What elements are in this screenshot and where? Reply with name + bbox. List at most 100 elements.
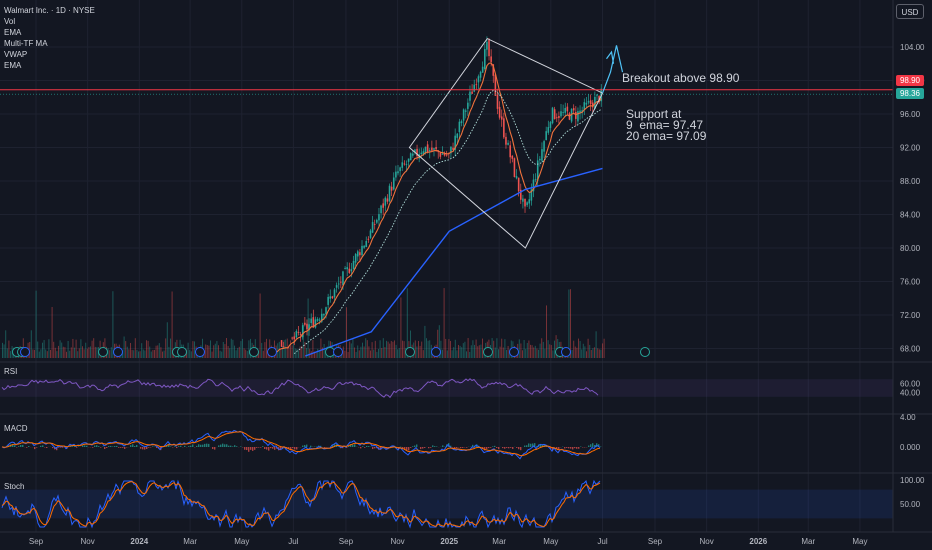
macd-histogram-bar	[232, 446, 234, 447]
macd-histogram-bar	[296, 447, 298, 450]
candle-body	[395, 171, 397, 178]
volume-bar	[347, 351, 349, 358]
volume-bar	[112, 291, 114, 358]
candle-body	[458, 121, 461, 133]
macd-histogram-bar	[262, 446, 264, 447]
volume-bar	[160, 347, 162, 358]
macd-histogram-bar	[170, 446, 172, 447]
volume-bar	[344, 350, 346, 358]
macd-histogram-bar	[496, 447, 498, 448]
volume-bar	[82, 346, 83, 358]
macd-histogram-bar	[226, 444, 228, 447]
volume-bar	[245, 349, 247, 358]
ema-fast-line	[272, 62, 602, 355]
candle-body	[591, 102, 594, 108]
volume-bar	[370, 350, 371, 358]
volume-bar	[320, 338, 322, 358]
volume-bar	[110, 347, 112, 358]
volume-bar	[131, 349, 133, 358]
candle-body	[426, 144, 429, 153]
stoch-pane	[0, 479, 893, 529]
candle-body	[340, 281, 342, 283]
candle-body	[333, 289, 336, 298]
indicator-ema-2[interactable]: EMA	[4, 61, 22, 70]
volume-bar	[531, 345, 533, 358]
macd-histogram-bar	[122, 447, 124, 448]
price-tick-label: 92.00	[900, 144, 921, 153]
volume-bar	[418, 340, 419, 358]
volume-bar	[482, 338, 483, 358]
volume-bar	[504, 339, 506, 358]
volume-bar	[293, 340, 295, 358]
macd-histogram-bar	[280, 447, 282, 451]
macd-histogram-bar	[342, 447, 344, 449]
macd-histogram-bar	[118, 447, 120, 448]
macd-histogram-bar	[410, 447, 412, 448]
macd-histogram-bar	[72, 446, 74, 447]
macd-histogram-bar	[588, 445, 590, 447]
macd-histogram-bar	[310, 445, 312, 447]
volume-bar	[62, 346, 64, 358]
candle-body	[475, 84, 478, 86]
macd-histogram-bar	[144, 447, 146, 450]
candle-body	[539, 158, 541, 161]
volume-bar	[416, 346, 418, 358]
stoch-label[interactable]: Stoch	[4, 482, 25, 491]
candle-body	[566, 106, 569, 112]
macd-histogram-bar	[320, 445, 322, 447]
candle-body	[532, 179, 535, 192]
volume-bar	[586, 351, 587, 358]
candle-body	[295, 331, 298, 338]
volume-bar	[149, 346, 151, 358]
volume-bar	[502, 347, 504, 358]
volume-bar	[40, 349, 42, 358]
macd-histogram-bar	[114, 446, 116, 447]
indicator-ema[interactable]: EMA	[4, 28, 22, 37]
volume-bar	[170, 338, 171, 358]
candle-body	[297, 332, 300, 333]
candle-body	[581, 110, 583, 113]
volume-bar	[498, 349, 499, 358]
volume-bar	[94, 346, 96, 358]
volume-bar	[461, 347, 463, 358]
volume-bar	[590, 349, 592, 358]
arrow-head	[606, 50, 615, 64]
macd-label[interactable]: MACD	[4, 424, 28, 433]
macd-histogram-bar	[148, 447, 150, 448]
indicator-vol[interactable]: Vol	[4, 17, 16, 26]
volume-bar	[472, 340, 474, 358]
volume-bar	[306, 348, 307, 358]
candle-body	[454, 135, 456, 150]
candle-body	[528, 199, 531, 204]
macd-histogram-bar	[520, 447, 522, 451]
volume-bar	[3, 344, 5, 358]
macd-histogram-bar	[428, 447, 430, 449]
macd-histogram-bar	[442, 445, 444, 447]
macd-histogram-bar	[192, 444, 194, 447]
price-tick-label: 68.00	[900, 345, 921, 354]
candle-body	[513, 158, 516, 177]
indicator-vwap[interactable]: VWAP	[4, 50, 28, 59]
indicator-multi-tf-ma[interactable]: Multi-TF MA	[4, 39, 48, 48]
macd-histogram-bar	[406, 447, 408, 451]
volume-bar	[534, 345, 536, 358]
currency-button[interactable]: USD	[896, 4, 924, 19]
volume-bar	[462, 343, 464, 358]
macd-histogram-bar	[146, 447, 148, 450]
macd-histogram-bar	[142, 447, 144, 450]
candle-body	[335, 285, 338, 288]
volume-bar	[414, 340, 416, 358]
rsi-label[interactable]: RSI	[4, 367, 18, 376]
macd-histogram-bar	[354, 444, 356, 447]
macd-histogram-bar	[266, 447, 268, 450]
macd-histogram-bar	[34, 447, 36, 450]
volume-bar	[477, 346, 479, 358]
macd-histogram-bar	[506, 447, 508, 448]
macd-histogram-bar	[234, 445, 236, 447]
volume-bar	[128, 349, 130, 358]
volume-bar	[555, 335, 557, 358]
symbol-title[interactable]: Walmart Inc. · 1D · NYSE	[4, 6, 95, 15]
volume-bar	[322, 347, 323, 358]
